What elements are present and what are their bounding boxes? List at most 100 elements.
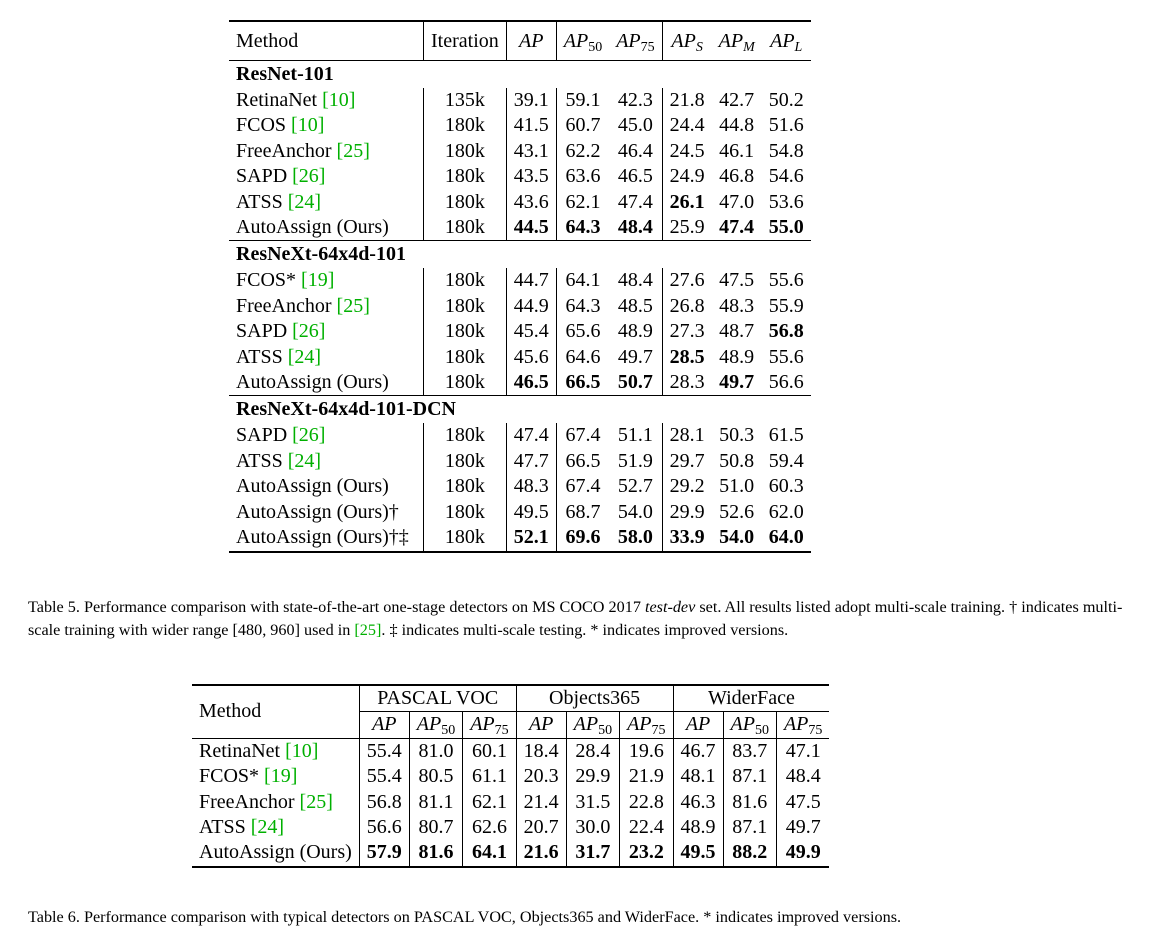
table-row: RetinaNet [10] 55.4 81.0 60.1 18.4 28.4 19.6 46… — [192, 738, 829, 765]
value-cell: 46.3 — [673, 789, 724, 816]
apm-cell: 42.7 — [719, 89, 755, 111]
table-5-caption: Table 5. Performance comparison with sta… — [28, 596, 1138, 642]
method-cell-text: RetinaNet — [236, 89, 323, 111]
method-cell-citation[interactable]: [26] — [292, 320, 326, 343]
table-5-header-row: Method Iteration AP AP50 AP75 APS APM AP… — [229, 20, 811, 61]
value-cell: 19.6 — [619, 738, 674, 765]
method-cell-citation[interactable]: [10] — [322, 89, 356, 111]
method-cell: AutoAssign (Ours)†‡ — [229, 525, 424, 553]
method-cell-citation[interactable]: [19] — [264, 765, 298, 788]
method-cell-citation[interactable]: [25] — [336, 294, 370, 317]
table-row: FreeAnchor [25] 56.8 81.1 62.1 21.4 31.5 22.8 4… — [192, 789, 829, 816]
table-row: SAPD [26] 180k 43.5 63.6 46.5 24.9 46.8 54.6 — [229, 164, 811, 190]
iteration-cell: 180k — [423, 138, 507, 165]
method-cell-citation[interactable]: [24] — [287, 190, 322, 213]
ap-cell: 52.1 — [506, 525, 557, 553]
method-cell-text: AutoAssign (Ours) — [199, 841, 352, 864]
method-cell-text: ATSS — [236, 449, 288, 472]
caption-5-range: [480, 960] — [232, 621, 300, 639]
value-cell: 21.4 — [516, 789, 567, 816]
aps-cell: 21.8 — [669, 89, 705, 111]
value-cell: 47.5 — [785, 790, 821, 813]
header6-ap75-sub: 75 — [651, 723, 666, 739]
method-cell-text: AutoAssign (Ours)†‡ — [236, 526, 409, 549]
method-cell-citation[interactable]: [24] — [250, 816, 285, 839]
value-cell: 20.7 — [516, 815, 567, 841]
method-cell-citation[interactable]: [25] — [299, 790, 333, 813]
ap-cell: 43.6 — [506, 189, 557, 216]
header-ap: AP — [506, 20, 557, 61]
value-cell: 80.7 — [409, 815, 464, 841]
apl-cell: 55.9 — [768, 294, 804, 317]
header-iteration: Iteration — [423, 20, 507, 61]
method-cell-citation[interactable]: [25] — [336, 139, 370, 162]
method-cell-citation[interactable]: [24] — [287, 449, 322, 472]
value-cell: 48.9 — [673, 815, 724, 841]
header6-ap75-label: AP — [783, 713, 809, 736]
iteration-cell: 180k — [423, 164, 507, 190]
method-cell: ATSS [24] — [229, 448, 424, 475]
iteration-cell: 180k — [423, 293, 507, 320]
header-method: Method — [229, 20, 424, 61]
method-cell-citation[interactable]: [19] — [301, 269, 335, 292]
aps-cell: 26.1 — [669, 190, 705, 213]
method-cell-citation[interactable]: [26] — [292, 165, 326, 188]
ap-cell: 39.1 — [506, 88, 557, 114]
ap50-cell: 64.1 — [565, 269, 601, 292]
method-cell-text: FreeAnchor — [199, 790, 300, 813]
table-row: FreeAnchor [25] 180k 43.1 62.2 46.4 24.5 46.1 5… — [229, 138, 811, 165]
ap-cell: 44.7 — [506, 268, 557, 294]
table-row: AutoAssign (Ours)†‡ 180k 52.1 69.6 58.0 33.9 5… — [229, 525, 811, 553]
aps-cell: 24.5 — [669, 139, 705, 162]
value-cell: 62.1 — [462, 789, 517, 816]
table-row: SAPD [26] 180k 47.4 67.4 51.1 28.1 50.3 61.5 — [229, 423, 811, 449]
ap-cell: 43.1 — [506, 138, 557, 165]
header-ap75: AP75 — [609, 20, 663, 61]
value-cell: 57.9 — [359, 840, 410, 868]
ap75-cell: 45.0 — [609, 113, 663, 139]
value-cell: 81.6 — [723, 789, 777, 816]
table-row: ATSS [24] 180k 45.6 64.6 49.7 28.5 48.9 55.6 — [229, 344, 811, 371]
value-cell: 64.1 — [462, 840, 517, 868]
ap50-cell: 64.3 — [565, 294, 601, 317]
method-cell-citation[interactable]: [24] — [287, 345, 322, 368]
table-6-header-row-1: Method PASCAL VOC Objects365 WiderFace — [192, 683, 830, 739]
group-header-row: ResNeXt-64x4d-101 — [229, 240, 811, 269]
ap75-cell: 50.7 — [609, 370, 663, 396]
value-cell: 62.6 — [462, 815, 517, 841]
method-cell-text: AutoAssign (Ours) — [236, 475, 389, 498]
method-cell-citation[interactable]: [26] — [292, 424, 326, 447]
method-cell-text: SAPD — [236, 424, 293, 447]
method-cell: AutoAssign (Ours) — [229, 215, 424, 241]
table-row: ATSS [24] 180k 43.6 62.1 47.4 26.1 47.0 53.6 — [229, 189, 811, 216]
ap50-cell: 68.7 — [565, 500, 601, 523]
caption-5-text-2: set. All results listed adopt multi-scal… — [28, 598, 1123, 639]
header6-voc: PASCAL VOC — [359, 684, 517, 713]
caption-5-citation[interactable]: [25] — [354, 621, 382, 639]
apl-cell: 59.4 — [768, 449, 804, 472]
header6-ap50-sub: 50 — [598, 723, 613, 739]
apm-cell: 46.8 — [719, 165, 755, 188]
header-aps-label: AP — [671, 30, 696, 52]
method-cell-citation[interactable]: [10] — [285, 739, 319, 762]
ap-cell: 44.9 — [506, 293, 557, 320]
table-6-caption: Table 6. Performance comparison with typ… — [28, 908, 902, 926]
aps-cell: 29.2 — [669, 475, 705, 498]
value-cell: 20.3 — [516, 764, 567, 790]
header6-voc-ap75: AP75 — [462, 711, 517, 739]
header6-obj-ap: AP — [516, 711, 567, 739]
apl-cell: 56.6 — [768, 371, 804, 394]
method-cell-citation[interactable]: [10] — [291, 114, 325, 137]
table-row: AutoAssign (Ours)† 180k 49.5 68.7 54.0 29.9 52… — [229, 499, 811, 526]
header6-ap75-sub: 75 — [494, 723, 509, 739]
header6-ap-label: AP — [685, 713, 711, 736]
value-cell: 49.7 — [785, 816, 821, 839]
apl-cell: 53.6 — [768, 190, 804, 213]
table-row: FCOS* [19] 55.4 80.5 61.1 20.3 29.9 21.9 48.1 87… — [192, 764, 829, 790]
apl-cell: 55.0 — [768, 216, 804, 239]
aps-cell: 28.3 — [669, 371, 705, 394]
value-cell: 31.7 — [566, 840, 621, 868]
ap50-cell: 67.4 — [565, 424, 601, 447]
apm-cell: 50.8 — [719, 449, 755, 472]
table-row: FreeAnchor [25] 180k 44.9 64.3 48.5 26.8 48.3 5… — [229, 293, 811, 320]
